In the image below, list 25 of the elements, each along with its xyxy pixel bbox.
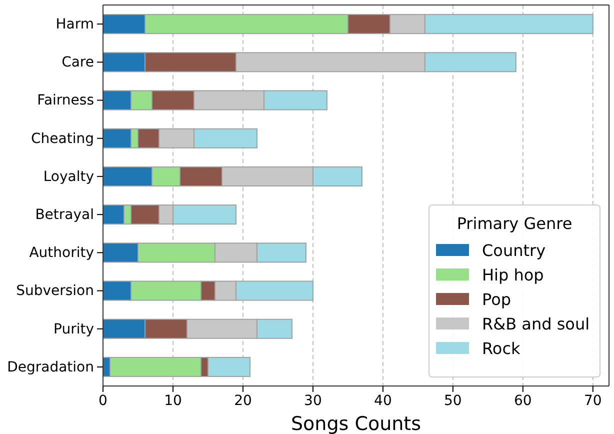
x-tick-label: 0 [98, 392, 108, 409]
x-tick-label: 50 [444, 392, 462, 409]
y-tick-label: Betrayal [35, 207, 94, 224]
x-tick-label: 60 [514, 392, 532, 409]
x-tick-label: 10 [164, 392, 182, 409]
legend-label: Rock [482, 339, 521, 358]
x-tick-label: 40 [374, 392, 392, 409]
y-tick-label: Purity [54, 321, 94, 338]
y-tick-label: Fairness [37, 92, 94, 109]
legend-title: Primary Genre [456, 214, 572, 233]
y-tick-label: Loyalty [43, 168, 94, 185]
legend-label: R&B and soul [482, 314, 590, 334]
legend-label: Hip hop [482, 266, 544, 284]
x-tick-label: 20 [234, 392, 252, 409]
x-tick-label: 30 [304, 392, 322, 409]
legend-label: Pop [482, 290, 512, 309]
y-tick-label: Care [62, 54, 94, 71]
y-tick-label: Authority [29, 245, 94, 262]
y-tick-label: Subversion [16, 283, 94, 300]
x-axis-title: Songs Counts [290, 413, 422, 434]
y-tick-label: Degradation [7, 359, 94, 376]
legend-label: Country [482, 241, 546, 260]
y-tick-label: Cheating [31, 130, 94, 147]
y-tick-label: Harm [56, 16, 94, 33]
x-tick-label: 70 [584, 392, 602, 409]
